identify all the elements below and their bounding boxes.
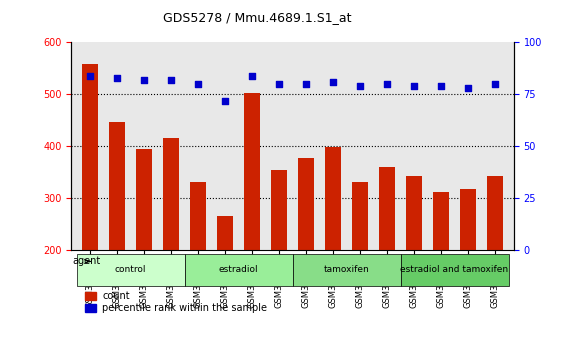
Point (167, 77, 176, 82)
Point (356, 83, 365, 89)
Text: count: count (102, 291, 130, 301)
Bar (85, 304, 96, 312)
Bar (298, 158, 314, 354)
Point (112, 75, 122, 81)
Point (464, 85, 473, 91)
Text: percentile rank within the sample: percentile rank within the sample (102, 303, 267, 313)
Text: estradiol: estradiol (219, 265, 259, 274)
Text: tamoxifen: tamoxifen (324, 265, 369, 274)
Bar (163, 138, 179, 354)
Point (275, 81, 284, 87)
Point (383, 81, 392, 87)
Bar (109, 122, 126, 354)
Text: agent: agent (73, 256, 101, 267)
Point (86, 73, 95, 79)
Bar (82, 64, 98, 354)
Point (409, 83, 419, 89)
Text: GDS5278 / Mmu.4689.1.S1_at: GDS5278 / Mmu.4689.1.S1_at (163, 11, 351, 24)
Text: estradiol and tamoxifen: estradiol and tamoxifen (400, 265, 509, 274)
Bar (190, 182, 206, 354)
Bar (406, 176, 422, 354)
Bar (379, 167, 395, 354)
Bar (325, 147, 341, 354)
Point (436, 83, 445, 89)
Bar (244, 93, 260, 354)
Text: control: control (115, 265, 147, 274)
Bar (460, 189, 476, 354)
Point (220, 98, 230, 103)
Bar (487, 176, 503, 354)
FancyBboxPatch shape (292, 254, 401, 286)
Bar (433, 192, 449, 354)
Point (140, 77, 149, 82)
Point (248, 73, 257, 79)
FancyBboxPatch shape (184, 254, 292, 286)
Point (194, 81, 203, 87)
Point (328, 79, 337, 85)
FancyBboxPatch shape (77, 254, 184, 286)
Point (301, 81, 311, 87)
Bar (85, 292, 96, 301)
Point (490, 81, 500, 87)
Bar (352, 182, 368, 354)
Bar (271, 170, 287, 354)
Bar (217, 216, 234, 354)
FancyBboxPatch shape (401, 254, 509, 286)
Bar (136, 149, 152, 354)
